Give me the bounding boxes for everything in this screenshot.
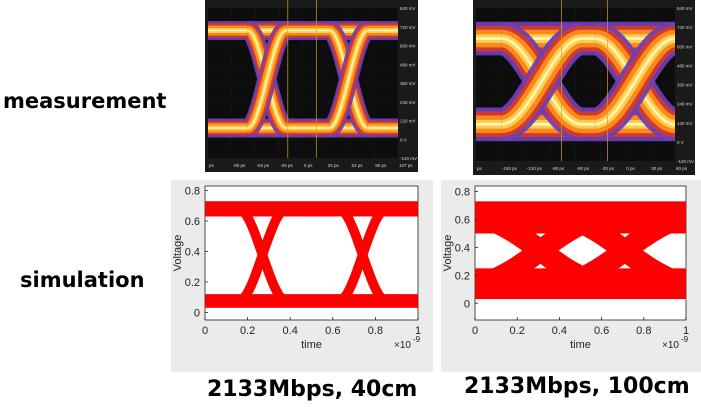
x-tick-label: 0 [472,325,478,337]
y-tick-label: 0.4 [455,242,470,254]
scope-voltage-label: 0 V [400,137,407,142]
scope-voltage-label: 240 mV [677,102,693,107]
scope-eye-diagram-40cm: 840 mV 720 mV 600 mV 480 mV 360 mV 240 mV 120 … [205,0,418,172]
x-tick-label: 0.8 [636,325,651,337]
transition-trace [556,206,686,295]
transition-trace [338,204,388,306]
scope-time-label: -53 ps [257,163,270,168]
x-exponent-power: -9 [413,335,421,344]
caption-100cm: 2133Mbps, 100cm [464,374,690,399]
x-tick-label: 0 [202,325,208,337]
scope-time-label: -26 ps [280,163,293,168]
x-tick-label: 1 [683,325,689,337]
scope-trace [247,29,287,129]
x-axis-label: time [301,339,322,351]
scope-time-label: 107 ps [399,163,413,168]
scope-voltage-label: 480 mV [677,63,693,68]
scope-time-label: 0 ps [304,163,313,168]
sim-eye-diagram-100cm: 0 0.2 0.4 0.6 0.8 1 0 0.2 0.4 0.6 0.8 time Voltage ×1… [441,180,701,372]
y-axis-label: Voltage [442,235,454,272]
x-tick-label: 0.8 [368,325,383,337]
scope-voltage-label: 600 mV [677,44,693,49]
scope-time-label: ps [209,163,215,168]
scope-time-label: -30 ps [601,166,614,171]
scope-voltage-label: 840 mV [677,6,693,11]
measurement-label: measurement [3,89,167,113]
x-exponent: ×10 [662,340,679,351]
y-tick-label: 0.6 [455,215,470,227]
y-tick-label: 0 [194,307,200,319]
scope-time-label: -150 ps [502,166,518,171]
scope-time-label: 53 ps [352,163,364,168]
scope-voltage-label: 480 mV [400,62,416,67]
scope-time-label: -120 ps [527,166,543,171]
scope-trace [329,29,368,129]
scope-voltage-label: 600 mV [400,44,416,49]
scope-voltage-label: -120 mV [677,159,694,164]
scope-voltage-label: -120 mV [400,156,417,161]
y-tick-label: 0.2 [455,270,470,282]
scope-voltage-label: 240 mV [400,100,416,105]
sim-eye-diagram-40cm: 0 0.2 0.4 0.6 0.8 1 0 0.2 0.4 0.6 0.8 time Voltage ×1… [171,180,433,372]
simulation-label: simulation [20,268,145,292]
y-tick-label: 0.8 [455,187,470,199]
scope-voltage-label: 720 mV [677,25,693,30]
x-axis-label: time [570,339,591,351]
scope-time-label: -60 ps [577,166,590,171]
y-tick-label: 0.6 [185,216,200,228]
x-tick-label: 1 [415,325,421,337]
x-tick-label: 0.6 [325,325,340,337]
scope-time-label: -80 ps [233,163,246,168]
y-axis-label: Voltage [172,235,184,272]
x-exponent-power: -9 [681,335,689,344]
scope-voltage-label: 360 mV [400,81,416,86]
scope-voltage-label: 120 mV [677,121,693,126]
scope-time-label: 60 ps [676,166,688,171]
scope-time-label: 30 ps [651,166,663,171]
y-tick-label: 0.4 [185,246,200,258]
x-tick-label: 0.2 [510,325,525,337]
x-tick-label: 0.6 [594,325,609,337]
x-tick-label: 0.4 [552,325,567,337]
high-rail [205,201,418,217]
scope-voltage-label: 120 mV [400,119,416,124]
scope-time-label: ps [477,166,483,171]
scope-eye-diagram-100cm: 840 mV 720 mV 600 mV 480 mV 360 mV 240 mV 120 … [473,0,695,175]
scope-trace [595,37,675,126]
x-tick-label: 0.2 [240,325,255,337]
x-tick-label: 0.4 [283,325,298,337]
scope-time-label: 80 ps [375,163,387,168]
x-exponent: ×10 [394,340,411,351]
scope-voltage-label: 720 mV [400,25,416,30]
scope-voltage-label: 360 mV [677,83,693,88]
transition-trace [237,204,288,306]
y-tick-label: 0.2 [185,277,200,289]
low-rail [205,294,418,308]
scope-time-label: 26 ps [328,163,340,168]
y-tick-label: 0.8 [185,186,200,198]
scope-voltage-label: 840 mV [400,6,416,11]
scope-voltage-label: 0 V [677,140,684,145]
scope-time-label: -90 ps [552,166,565,171]
scope-trace [501,37,582,126]
scope-time-label: 0 ps [626,166,635,171]
caption-40cm: 2133Mbps, 40cm [207,377,418,402]
y-tick-label: 0 [464,298,470,310]
